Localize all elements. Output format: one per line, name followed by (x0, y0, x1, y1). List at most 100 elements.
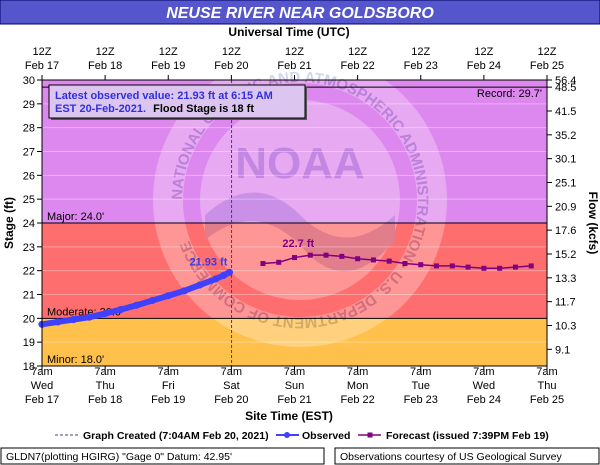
threshold-label: Minor: 18.0' (47, 354, 104, 366)
crest-label: 22.7 ft (282, 238, 314, 250)
flow-tick-label: 10.3 (555, 320, 576, 332)
forecast-point (418, 262, 424, 268)
flow-tick-label: 11.7 (555, 297, 576, 309)
y-tick-label: 21 (23, 290, 35, 302)
observed-point (117, 305, 125, 314)
flow-tick-label: 30.1 (555, 154, 576, 166)
forecast-point (307, 252, 313, 258)
bottom-tick-label-date: Feb 20 (214, 394, 248, 406)
legend-forecast-label: Forecast (issued 7:39PM Feb 19) (386, 430, 549, 442)
bottom-tick-label-day: Sun (285, 380, 305, 392)
annotation-line-2-flood: Flood Stage is 18 ft (153, 103, 254, 115)
forecast-point (355, 256, 361, 262)
bottom-tick-label-day: Wed (31, 380, 53, 392)
y-tick-label: 19 (23, 337, 35, 349)
observed-point (164, 292, 172, 300)
bottom-tick-label-time: 7am (410, 366, 431, 378)
plot-area: NOAA NATIONAL OCEANIC AND ATMOSPHERIC AD… (38, 53, 548, 367)
top-tick-label-hour: 12Z (96, 46, 115, 58)
observed-point (54, 318, 62, 326)
top-tick-label-date: Feb 18 (88, 60, 122, 72)
top-tick-label-hour: 12Z (33, 46, 52, 58)
y-tick-label: 18 (23, 361, 35, 373)
flow-tick-label: 13.3 (555, 273, 576, 285)
bottom-tick-label-date: Feb 19 (151, 394, 185, 406)
top-tick-label-hour: 12Z (538, 46, 557, 58)
bottom-tick-label-time: 7am (536, 366, 557, 378)
noaa-watermark-text: NOAA (235, 139, 365, 188)
footer-right-text: Observations courtesy of US Geological S… (340, 451, 563, 463)
top-tick-label-date: Feb 22 (341, 60, 375, 72)
band-moderate (42, 223, 547, 319)
forecast-line (262, 254, 532, 270)
top-tick-label-hour: 12Z (411, 46, 430, 58)
bottom-tick-label-day: Fri (162, 380, 175, 392)
legend-created-label: Graph Created (7:04AM Feb 20, 2021) (83, 430, 269, 442)
y-tick-label: 29 (23, 99, 35, 111)
flow-tick-label: 48.5 (555, 82, 576, 94)
forecast-point (528, 263, 534, 269)
top-tick-label-date: Feb 24 (467, 60, 501, 72)
noaa-seal-ring (153, 53, 447, 347)
y-axis-title: Stage (ft) (2, 197, 16, 249)
flow-tick-label: 41.5 (555, 106, 576, 118)
forecast-point (386, 258, 392, 264)
bottom-tick-label-time: 7am (158, 366, 179, 378)
bottom-tick-label-day: Mon (347, 380, 368, 392)
noaa-seal-wave (205, 192, 395, 272)
observed-point (196, 281, 204, 289)
bottom-tick-label-day: Sat (223, 380, 240, 392)
chart-title: NEUSE RIVER NEAR GOLDSBORO (166, 5, 434, 22)
forecast-point (497, 265, 503, 271)
noaa-seal-disc (200, 100, 400, 300)
flow-tick-label: 17.6 (555, 225, 576, 237)
top-tick-label-hour: 12Z (285, 46, 304, 58)
bottom-tick-label-time: 7am (94, 366, 115, 378)
forecast-point (370, 257, 376, 263)
observed-point (148, 296, 157, 305)
legend: Graph Created (7:04AM Feb 20, 2021) Obse… (55, 430, 549, 442)
forecast-point (402, 261, 408, 267)
title-bar (0, 0, 600, 25)
bottom-tick-label-date: Feb 18 (88, 394, 122, 406)
forecast-point (465, 264, 471, 270)
top-tick-label-date: Feb 17 (25, 60, 59, 72)
bottom-tick-label-time: 7am (347, 366, 368, 378)
legend-observed-label: Observed (302, 430, 350, 442)
flow-tick-label: 35.2 (555, 130, 576, 142)
bottom-tick-label-time: 7am (31, 366, 52, 378)
top-axis-title: Universal Time (UTC) (228, 25, 349, 39)
legend-forecast-marker (367, 432, 373, 438)
bottom-tick-label-time: 7am (221, 366, 242, 378)
bottom-tick-label-day: Tue (411, 380, 430, 392)
top-tick-label-date: Feb 20 (214, 60, 248, 72)
bottom-tick-label-day: Wed (473, 380, 495, 392)
flow-tick-label: 15.2 (555, 249, 576, 261)
flow-tick-label: 56.4 (555, 75, 576, 87)
bottom-tick-label-time: 7am (284, 366, 305, 378)
forecast-point (434, 263, 440, 269)
observed-point (211, 275, 220, 283)
observed-point (219, 271, 228, 280)
y-tick-label: 27 (23, 147, 35, 159)
bottom-tick-label-date: Feb 17 (25, 394, 59, 406)
latest-observation-box: Latest observed value: 21.93 ft at 6:15 … (48, 84, 307, 120)
top-tick-label-hour: 12Z (474, 46, 493, 58)
annotation-background (48, 84, 306, 119)
y-tick-label: 30 (23, 75, 35, 87)
top-tick-label-date: Feb 23 (404, 60, 438, 72)
observed-point (225, 268, 234, 276)
forecast-point (339, 253, 345, 259)
y-tick-label: 23 (23, 242, 35, 254)
y-tick-label: 26 (23, 170, 35, 182)
top-tick-label-hour: 12Z (348, 46, 367, 58)
top-tick-label-hour: 12Z (159, 46, 178, 58)
flow-tick-label: 25.1 (555, 177, 576, 189)
bottom-tick-label-day: Thu (96, 380, 115, 392)
forecast-point (481, 265, 487, 271)
annotation-line-2-date: EST 20-Feb-2021. (55, 103, 146, 115)
y-tick-label: 24 (23, 218, 35, 230)
y-tick-label: 25 (23, 194, 35, 206)
forecast-point (323, 252, 329, 258)
flow-tick-label: 20.9 (555, 201, 576, 213)
